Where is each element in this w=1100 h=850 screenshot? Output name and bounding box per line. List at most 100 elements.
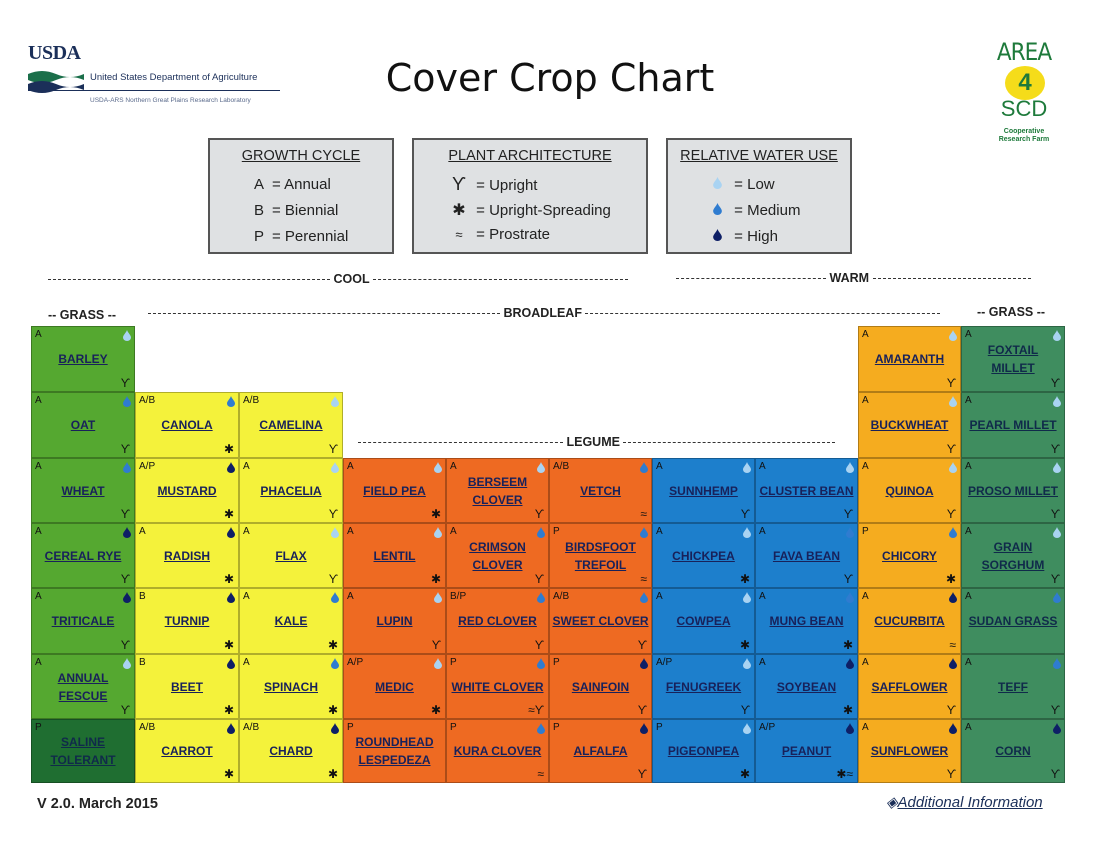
crop-name-link[interactable]: PEANUT — [781, 744, 832, 758]
crop-name-link[interactable]: CUCURBITA — [874, 614, 945, 628]
crop-name-link[interactable]: KURA CLOVER — [453, 744, 542, 758]
crop-cell-cluster-bean[interactable]: A CLUSTER BEAN ϒ — [755, 458, 858, 523]
crop-name-link[interactable]: RED CLOVER — [458, 614, 537, 628]
crop-name-link[interactable]: ANNUAL FESCUE — [57, 670, 109, 703]
crop-cell-beet[interactable]: B BEET ✱ — [135, 654, 239, 719]
crop-name-link[interactable]: PHACELIA — [260, 483, 322, 498]
crop-name-link[interactable]: FIELD PEA — [363, 483, 426, 498]
crop-cell-medic[interactable]: A/P MEDIC ✱ — [343, 654, 446, 719]
crop-cell-turnip[interactable]: B TURNIP ✱ — [135, 588, 239, 654]
crop-cell-vetch[interactable]: A/B VETCH ≈ — [549, 458, 652, 523]
crop-cell-cucurbita[interactable]: A CUCURBITA ≈ — [858, 588, 961, 654]
crop-name-link[interactable]: SUNFLOWER — [870, 744, 949, 758]
crop-name-link[interactable]: FLAX — [275, 548, 307, 563]
crop-name-link[interactable]: FENUGREEK — [665, 679, 742, 694]
crop-name-link[interactable]: SWEET CLOVER — [552, 614, 649, 628]
crop-cell-teff[interactable]: A TEFF ϒ — [961, 654, 1065, 719]
crop-cell-camelina[interactable]: A/B CAMELINA ϒ — [239, 392, 343, 458]
crop-name-link[interactable]: SAINFOIN — [571, 679, 630, 694]
crop-cell-kale[interactable]: A KALE ✱ — [239, 588, 343, 654]
crop-name-link[interactable]: TEFF — [998, 679, 1028, 694]
crop-cell-pigeonpea[interactable]: P PIGEONPEA ✱ — [652, 719, 755, 783]
crop-cell-proso-millet[interactable]: A PROSO MILLET ϒ — [961, 458, 1065, 523]
crop-cell-roundhead-lespedeza[interactable]: P ROUNDHEAD LESPEDEZA — [343, 719, 446, 783]
crop-name-link[interactable]: SOYBEAN — [776, 679, 837, 694]
crop-name-link[interactable]: ALFALFA — [573, 744, 628, 758]
crop-name-link[interactable]: PROSO MILLET — [968, 483, 1058, 498]
crop-name-link[interactable]: LUPIN — [376, 614, 413, 628]
additional-information-link[interactable]: ◈Additional Information — [886, 793, 1043, 811]
crop-name-link[interactable]: OAT — [70, 418, 96, 432]
crop-cell-field-pea[interactable]: A FIELD PEA ✱ — [343, 458, 446, 523]
crop-name-link[interactable]: QUINOA — [885, 483, 934, 498]
crop-cell-amaranth[interactable]: A AMARANTH ϒ — [858, 326, 961, 392]
crop-cell-lentil[interactable]: A LENTIL ✱ — [343, 523, 446, 588]
crop-name-link[interactable]: TRITICALE — [51, 614, 115, 628]
crop-cell-red-clover[interactable]: B/P RED CLOVER ϒ — [446, 588, 549, 654]
crop-name-link[interactable]: SUDAN GRASS — [968, 614, 1058, 628]
crop-cell-lupin[interactable]: A LUPIN ϒ — [343, 588, 446, 654]
crop-cell-carrot[interactable]: A/B CARROT ✱ — [135, 719, 239, 783]
crop-name-link[interactable]: CEREAL RYE — [44, 548, 122, 563]
crop-name-link[interactable]: CRIMSON CLOVER — [469, 539, 526, 572]
crop-cell-canola[interactable]: A/B CANOLA ✱ — [135, 392, 239, 458]
crop-cell-radish[interactable]: A RADISH ✱ — [135, 523, 239, 588]
crop-cell-soybean[interactable]: A SOYBEAN ✱ — [755, 654, 858, 719]
crop-name-link[interactable]: CARROT — [161, 744, 213, 758]
crop-name-link[interactable]: BERSEEM CLOVER — [467, 474, 528, 507]
crop-cell-fava-bean[interactable]: A FAVA BEAN ϒ — [755, 523, 858, 588]
crop-cell-buckwheat[interactable]: A BUCKWHEAT ϒ — [858, 392, 961, 458]
crop-cell-peanut[interactable]: A/P PEANUT ✱≈ — [755, 719, 858, 783]
crop-cell-corn[interactable]: A CORN ϒ — [961, 719, 1065, 783]
crop-name-link[interactable]: BEET — [170, 679, 203, 694]
link-label[interactable]: Additional Information — [897, 794, 1043, 811]
crop-cell-sunflower[interactable]: A SUNFLOWER ϒ — [858, 719, 961, 783]
crop-cell-alfalfa[interactable]: P ALFALFA ϒ — [549, 719, 652, 783]
crop-cell-fenugreek[interactable]: A/P FENUGREEK ϒ — [652, 654, 755, 719]
crop-cell-kura-clover[interactable]: P KURA CLOVER ≈ — [446, 719, 549, 783]
crop-name-link[interactable]: BUCKWHEAT — [870, 418, 949, 432]
crop-cell-triticale[interactable]: A TRITICALE ϒ — [31, 588, 135, 654]
crop-cell-chicory[interactable]: P CHICORY ✱ — [858, 523, 961, 588]
crop-name-link[interactable]: BIRDSFOOT TREFOIL — [565, 539, 636, 572]
crop-name-link[interactable]: COWPEA — [676, 614, 731, 628]
crop-cell-sweet-clover[interactable]: A/B SWEET CLOVER ϒ — [549, 588, 652, 654]
crop-cell-chickpea[interactable]: A CHICKPEA ✱ — [652, 523, 755, 588]
crop-name-link[interactable]: MUNG BEAN — [769, 614, 844, 628]
crop-name-link[interactable]: WHEAT — [61, 483, 105, 498]
crop-cell-berseem-clover[interactable]: A BERSEEM CLOVER ϒ — [446, 458, 549, 523]
crop-cell-sudan-grass[interactable]: A SUDAN GRASS — [961, 588, 1065, 654]
crop-cell-grain-sorghum[interactable]: A GRAIN SORGHUM ϒ — [961, 523, 1065, 588]
crop-name-link[interactable]: PIGEONPEA — [667, 744, 740, 758]
crop-name-link[interactable]: CORN — [995, 744, 1031, 758]
crop-cell-flax[interactable]: A FLAX ϒ — [239, 523, 343, 588]
crop-name-link[interactable]: MUSTARD — [157, 483, 217, 498]
crop-name-link[interactable]: CAMELINA — [259, 418, 323, 432]
crop-name-link[interactable]: BARLEY — [58, 352, 108, 366]
crop-cell-saline-tolerant[interactable]: P SALINE TOLERANT — [31, 719, 135, 783]
crop-name-link[interactable]: CHARD — [269, 744, 313, 758]
crop-cell-spinach[interactable]: A SPINACH ✱ — [239, 654, 343, 719]
crop-cell-wheat[interactable]: A WHEAT ϒ — [31, 458, 135, 523]
crop-cell-phacelia[interactable]: A PHACELIA ϒ — [239, 458, 343, 523]
crop-cell-mung-bean[interactable]: A MUNG BEAN ✱ — [755, 588, 858, 654]
crop-cell-sainfoin[interactable]: P SAINFOIN ϒ — [549, 654, 652, 719]
crop-name-link[interactable]: CLUSTER BEAN — [759, 483, 854, 498]
crop-cell-birdsfoot-trefoil[interactable]: P BIRDSFOOT TREFOIL ≈ — [549, 523, 652, 588]
crop-name-link[interactable]: FOXTAIL MILLET — [987, 343, 1039, 375]
crop-name-link[interactable]: CHICKPEA — [672, 548, 735, 563]
crop-cell-mustard[interactable]: A/P MUSTARD ✱ — [135, 458, 239, 523]
crop-name-link[interactable]: FAVA BEAN — [772, 548, 841, 563]
crop-name-link[interactable]: LENTIL — [373, 548, 416, 563]
crop-cell-sunnhemp[interactable]: A SUNNHEMP ϒ — [652, 458, 755, 523]
crop-cell-cowpea[interactable]: A COWPEA ✱ — [652, 588, 755, 654]
crop-name-link[interactable]: SUNNHEMP — [669, 483, 738, 498]
crop-name-link[interactable]: AMARANTH — [874, 352, 945, 366]
crop-cell-foxtail-millet[interactable]: A FOXTAIL MILLET ϒ — [961, 326, 1065, 392]
crop-name-link[interactable]: SPINACH — [263, 679, 318, 694]
crop-name-link[interactable]: WHITE CLOVER — [451, 679, 544, 694]
crop-cell-pearl-millet[interactable]: A PEARL MILLET ϒ — [961, 392, 1065, 458]
crop-name-link[interactable]: PEARL MILLET — [969, 418, 1057, 432]
crop-name-link[interactable]: MEDIC — [375, 679, 414, 694]
crop-cell-cereal-rye[interactable]: A CEREAL RYE ϒ — [31, 523, 135, 588]
